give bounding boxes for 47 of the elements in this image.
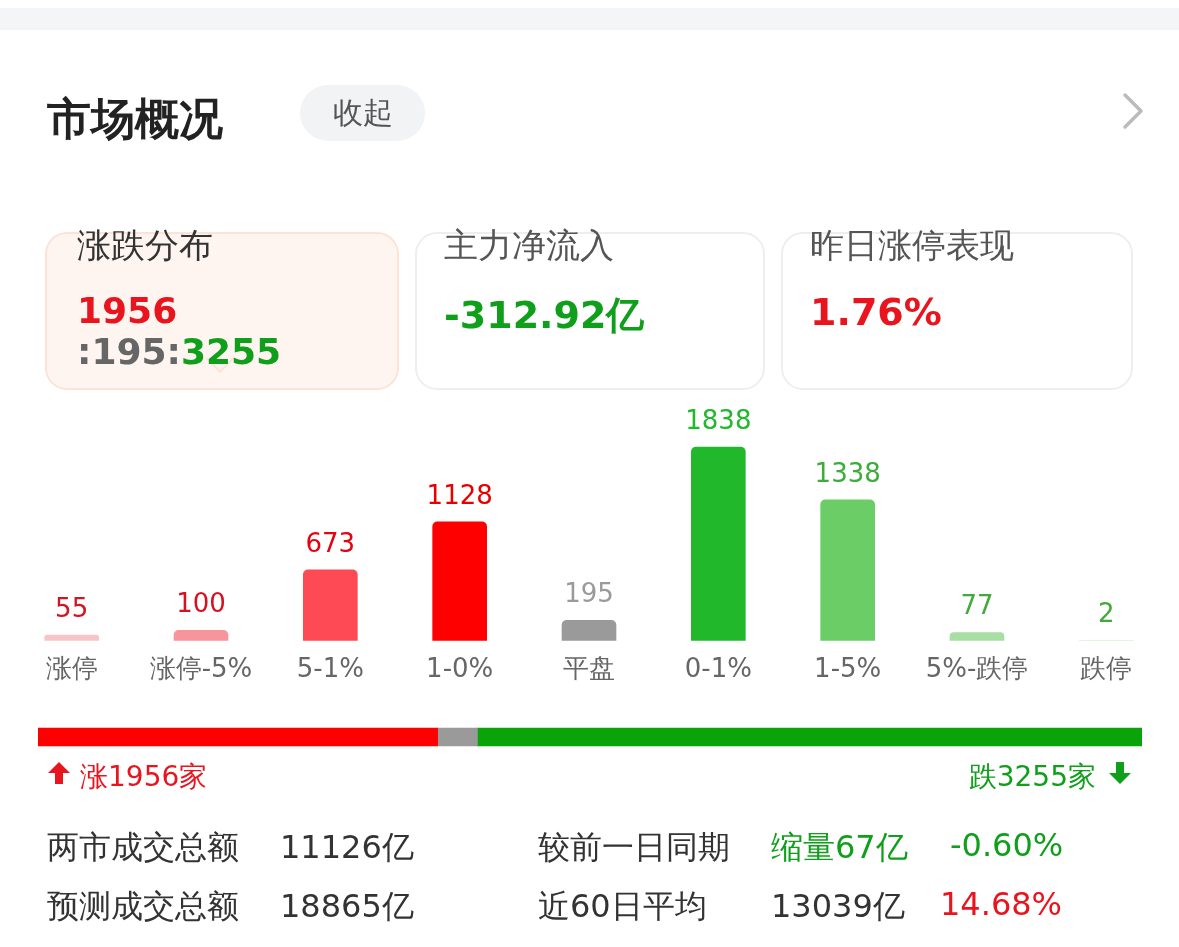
bar bbox=[561, 619, 617, 641]
x-tick-label: 5%-跌停 bbox=[925, 653, 1029, 684]
bar bbox=[691, 446, 746, 641]
text: 跌3255家 bbox=[968, 759, 1096, 795]
text: 近60日平均 bbox=[538, 886, 707, 927]
data-label: 673 bbox=[305, 527, 356, 558]
data-label: 1838 bbox=[685, 404, 752, 435]
x-tick-label: 0-1% bbox=[684, 653, 752, 684]
x-tick-label: 平盘 bbox=[563, 653, 615, 684]
text: 预测成交总额 bbox=[47, 886, 239, 927]
text: 3255 bbox=[180, 331, 282, 372]
data-label: 100 bbox=[176, 588, 226, 619]
text: -0.60% bbox=[950, 826, 1064, 864]
x-tick-label: 5-1% bbox=[296, 653, 364, 684]
text: 较前一日同期 bbox=[538, 827, 730, 868]
x-tick-label: 涨停 bbox=[45, 653, 98, 684]
data-label: 77 bbox=[960, 590, 994, 621]
x-tick-label: 涨停-5% bbox=[149, 653, 253, 684]
bar bbox=[432, 521, 487, 641]
text: :195: bbox=[77, 331, 181, 372]
text: 缩量67亿 bbox=[771, 827, 908, 868]
bar bbox=[949, 632, 1005, 641]
text: 主力净流入 bbox=[444, 224, 614, 267]
bar bbox=[303, 569, 358, 641]
x-tick-label: 1-0% bbox=[426, 653, 494, 684]
data-label: 195 bbox=[564, 578, 614, 608]
bar bbox=[173, 629, 229, 641]
chart-title: 市场概况 bbox=[47, 92, 223, 146]
text: 11126亿 bbox=[280, 827, 414, 868]
text: 收起 bbox=[300, 85, 425, 141]
text: 1956 bbox=[77, 290, 179, 331]
x-tick-label: 1-5% bbox=[814, 653, 882, 684]
data-label: 2 bbox=[1098, 598, 1115, 629]
text: 13039亿 bbox=[771, 886, 905, 927]
text: 18865亿 bbox=[280, 886, 414, 927]
text: 涨1956家 bbox=[80, 759, 208, 795]
data-label: 1338 bbox=[814, 457, 881, 488]
text: -312.92亿 bbox=[444, 292, 645, 339]
data-label: 1128 bbox=[426, 479, 493, 510]
x-tick-label: 跌停 bbox=[1080, 653, 1133, 684]
text: 涨跌分布 bbox=[77, 224, 213, 267]
text: 1.76% bbox=[810, 290, 942, 334]
text: 昨日涨停表现 bbox=[810, 224, 1014, 267]
data-label: 55 bbox=[55, 592, 89, 623]
text: 14.68% bbox=[940, 885, 1063, 923]
text: 两市成交总额 bbox=[47, 827, 239, 868]
bar bbox=[820, 499, 875, 641]
